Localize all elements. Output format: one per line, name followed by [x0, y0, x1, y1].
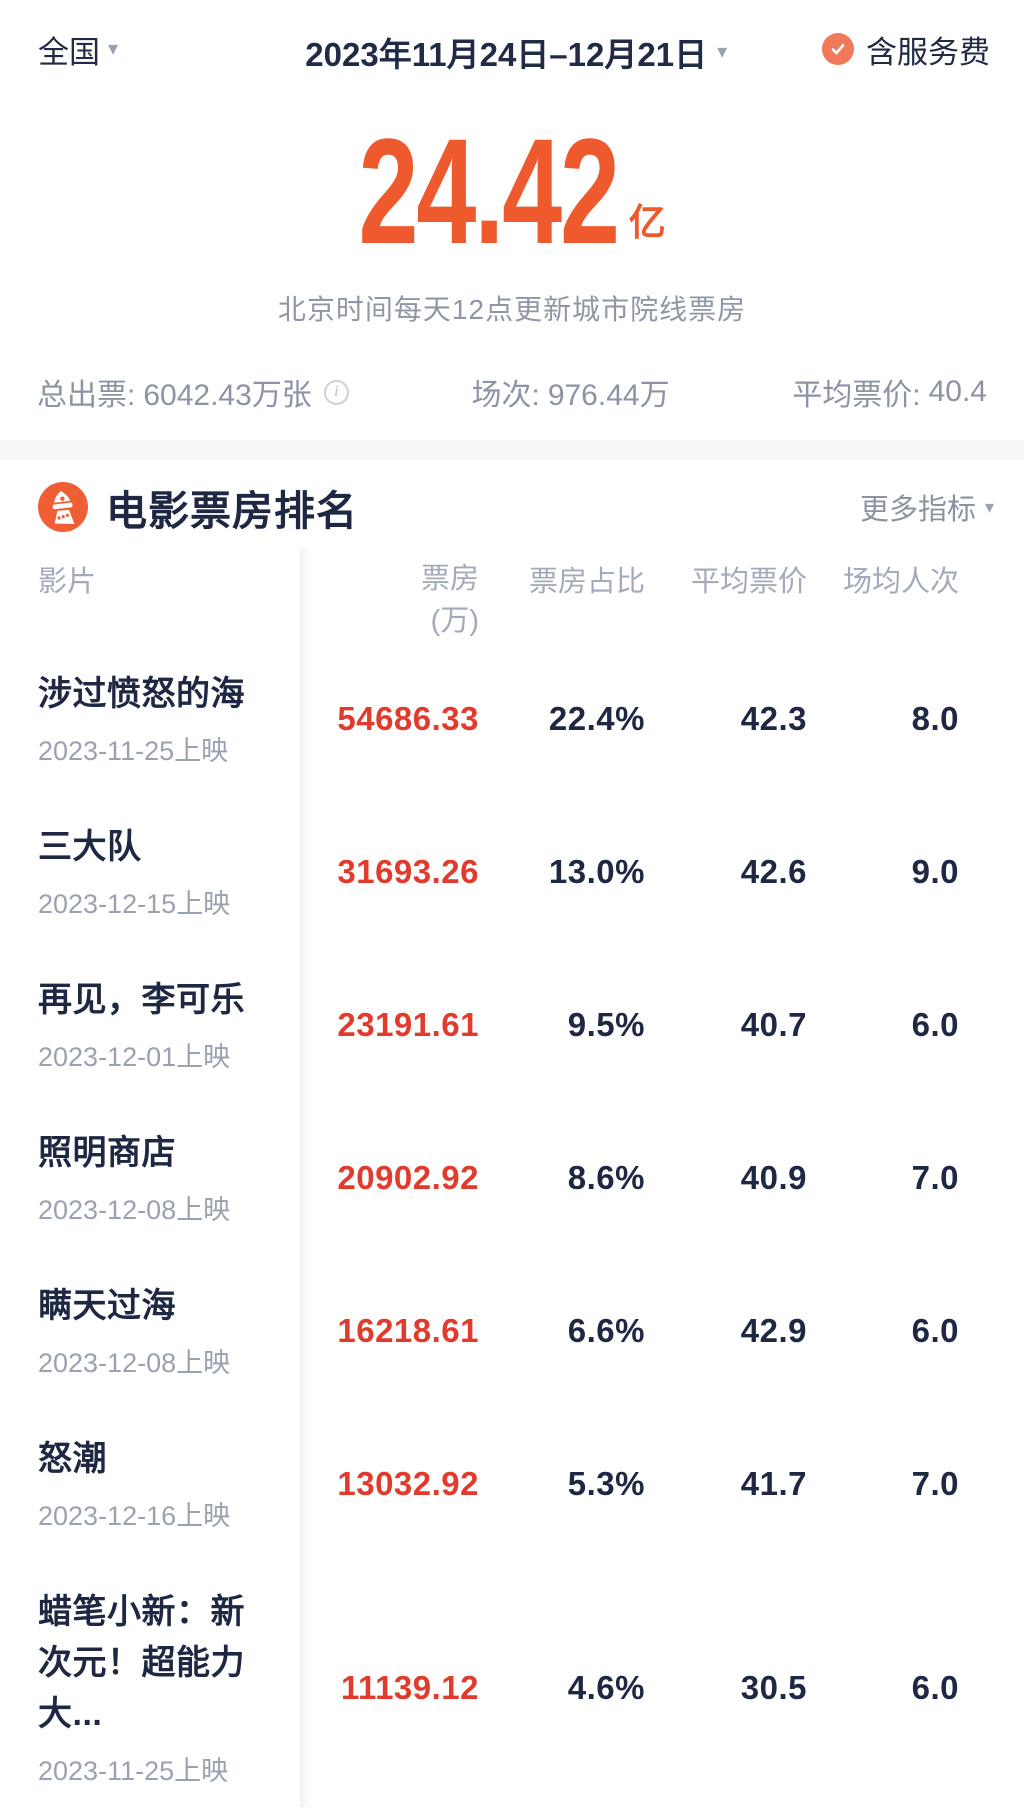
box-share-value: 13.0%	[548, 852, 645, 890]
box-share-value: 4.6%	[567, 1668, 645, 1706]
box-office-value: 31693.26	[337, 852, 479, 890]
checkmark-icon	[822, 33, 854, 65]
avg-attendance-value: 6.0	[911, 1005, 959, 1043]
film-cell: 蜡笔小新：新次元！超能力大... 2023-11-25上映	[0, 1587, 269, 1788]
box-office-value: 13032.92	[337, 1464, 479, 1502]
avg-price-value: 42.3	[740, 699, 807, 737]
avg-attendance-value: 7.0	[911, 1158, 959, 1196]
movie-title: 怒潮	[38, 1440, 107, 1479]
avg-price-value: 41.7	[740, 1464, 807, 1502]
avg-price-value: 42.6	[740, 852, 807, 890]
avg-price-value: 40.7	[740, 1005, 807, 1043]
release-date: 2023-11-25上映	[38, 736, 229, 767]
chevron-down-icon: ▾	[108, 38, 119, 60]
chevron-down-icon: ▾	[717, 41, 728, 63]
table-row[interactable]: 再见，李可乐 2023-12-01上映 23191.61 9.5% 40.7 6…	[0, 948, 1024, 1101]
total-box-office-value: 24.42	[358, 107, 621, 275]
box-share-value: 8.6%	[567, 1158, 645, 1196]
date-range-label: 2023年11月24日–12月21日	[305, 36, 708, 73]
table-row[interactable]: 瞒天过海 2023-12-08上映 16218.61 6.6% 42.9 6.0	[0, 1254, 1024, 1407]
column-header-share: 票房占比	[528, 566, 645, 598]
film-cell: 瞒天过海 2023-12-08上映	[0, 1281, 269, 1380]
box-office-value: 54686.33	[337, 699, 479, 737]
table-row[interactable]: 怒潮 2023-12-16上映 13032.92 5.3% 41.7 7.0	[0, 1407, 1024, 1560]
total-box-office: 24.42 亿 北京时间每天12点更新城市院线票房	[0, 116, 1024, 328]
tickets-stat: 总出票: 6042.43万张 i	[37, 370, 349, 414]
box-office-value: 16218.61	[337, 1311, 479, 1349]
movie-title: 蜡笔小新：新次元！超能力大...	[38, 1593, 245, 1734]
movie-title: 瞒天过海	[38, 1287, 176, 1326]
avg-price-stat: 平均票价: 40.4	[792, 370, 987, 414]
movie-title: 照明商店	[38, 1134, 176, 1173]
table-row[interactable]: 三大队 2023-12-15上映 31693.26 13.0% 42.6 9.0	[0, 795, 1024, 948]
avg-attendance-value: 9.0	[911, 852, 959, 890]
movie-title: 三大队	[38, 828, 142, 867]
table-header: 影片 票房 (万) 票房占比 平均票价 场均人次	[0, 548, 1024, 642]
ranking-table: 影片 票房 (万) 票房占比 平均票价 场均人次 涉过愤怒的海 2023-11-…	[0, 548, 1024, 1815]
sessions-value: 976.44万	[547, 379, 670, 412]
release-date: 2023-12-01上映	[38, 1042, 231, 1073]
service-fee-toggle[interactable]: 含服务费	[822, 27, 990, 72]
avg-price-value: 42.9	[740, 1311, 807, 1349]
box-share-value: 22.4%	[548, 699, 645, 737]
table-row[interactable]: 蜡笔小新：新次元！超能力大... 2023-11-25上映 11139.12 4…	[0, 1560, 1024, 1815]
avg-price-value: 30.5	[740, 1668, 807, 1706]
date-range-selector[interactable]: 2023年11月24日–12月21日 ▾	[305, 28, 727, 76]
summary-stats: 总出票: 6042.43万张 i 场次: 976.44万 平均票价: 40.4	[0, 370, 1024, 414]
tickets-label: 总出票:	[37, 379, 136, 412]
box-share-value: 6.6%	[567, 1311, 645, 1349]
table-row[interactable]: 涉过愤怒的海 2023-11-25上映 54686.33 22.4% 42.3 …	[0, 642, 1024, 795]
avg-attendance-value: 8.0	[911, 699, 959, 737]
section-divider	[0, 440, 1024, 460]
release-date: 2023-12-16上映	[38, 1501, 231, 1532]
avg-attendance-value: 7.0	[911, 1464, 959, 1502]
avg-price-value: 40.4	[928, 375, 987, 408]
film-cell: 再见，李可乐 2023-12-01上映	[0, 975, 269, 1074]
box-share-value: 5.3%	[567, 1464, 645, 1502]
more-metrics-label: 更多指标	[859, 494, 976, 526]
movie-title: 涉过愤怒的海	[38, 675, 245, 714]
column-header-avg-attendance: 场均人次	[842, 566, 959, 598]
chevron-down-icon: ▾	[984, 497, 994, 517]
column-header-box-unit: (万)	[430, 605, 479, 638]
column-header-avg-price: 平均票价	[690, 566, 807, 598]
ranking-title: 电影票房排名	[106, 488, 358, 534]
column-header-box-line1: 票房	[420, 563, 479, 595]
sessions-stat: 场次: 976.44万	[471, 370, 669, 414]
release-date: 2023-12-08上映	[38, 1195, 231, 1226]
avg-price-value: 40.9	[740, 1158, 807, 1196]
total-box-office-unit: 亿	[628, 202, 666, 243]
avg-attendance-value: 6.0	[911, 1311, 959, 1349]
film-cell: 怒潮 2023-12-16上映	[0, 1434, 269, 1533]
column-header-film: 影片	[38, 566, 97, 598]
release-date: 2023-12-08上映	[38, 1348, 231, 1379]
film-cell: 涉过愤怒的海 2023-11-25上映	[0, 669, 269, 768]
box-office-value: 23191.61	[337, 1005, 479, 1043]
region-label: 全国	[38, 34, 100, 70]
column-header-box-office: 票房 (万)	[269, 558, 479, 642]
service-fee-label: 含服务费	[866, 34, 990, 70]
release-date: 2023-12-15上映	[38, 889, 231, 920]
movie-title: 再见，李可乐	[38, 981, 245, 1020]
top-bar: 全国 ▾ 2023年11月24日–12月21日 ▾ 含服务费	[0, 0, 1024, 73]
sessions-label: 场次:	[471, 379, 540, 412]
table-row[interactable]: 照明商店 2023-12-08上映 20902.92 8.6% 40.9 7.0	[0, 1101, 1024, 1254]
beacon-lighthouse-icon	[38, 482, 88, 532]
box-office-value: 20902.92	[337, 1158, 479, 1196]
table-body: 涉过愤怒的海 2023-11-25上映 54686.33 22.4% 42.3 …	[0, 642, 1024, 1815]
tickets-value: 6042.43万张	[143, 379, 312, 412]
avg-price-label: 平均票价:	[792, 379, 921, 412]
film-cell: 照明商店 2023-12-08上映	[0, 1128, 269, 1227]
region-selector[interactable]: 全国 ▾	[38, 27, 118, 72]
box-share-value: 9.5%	[567, 1005, 645, 1043]
info-icon[interactable]: i	[323, 379, 349, 405]
update-note: 北京时间每天12点更新城市院线票房	[277, 294, 747, 325]
ranking-section-header: 电影票房排名 更多指标 ▾	[0, 460, 1024, 542]
release-date: 2023-11-25上映	[38, 1756, 229, 1787]
film-cell: 三大队 2023-12-15上映	[0, 822, 269, 921]
avg-attendance-value: 6.0	[911, 1668, 959, 1706]
more-metrics-button[interactable]: 更多指标 ▾	[860, 486, 994, 528]
box-office-value: 11139.12	[341, 1668, 479, 1706]
